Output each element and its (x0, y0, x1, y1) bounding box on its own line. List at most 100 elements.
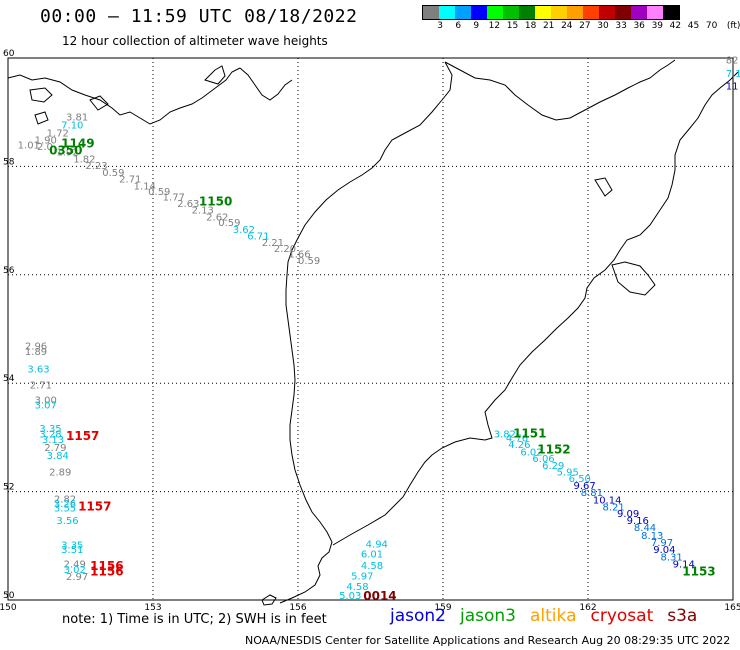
island-6 (611, 261, 656, 296)
kamchatka-coast (279, 61, 453, 604)
legend-label: 3 (437, 21, 443, 31)
wave-height-label: 0.59 (218, 218, 240, 229)
legend-swatch (455, 6, 471, 19)
footnote: note: 1) Time is in UTC; 2) SWH is in fe… (62, 612, 327, 627)
legend-swatch (631, 6, 647, 19)
legend-labels: 3 6 9 12 15 18 21 24 27 30 33 36 39 42 45 70 (ft) (422, 20, 740, 34)
legend-label: 39 (651, 21, 664, 31)
lon-tick-label: 156 (289, 603, 306, 613)
map-frame (7, 57, 734, 601)
wave-height-label: 2.62 (206, 213, 228, 224)
legend-label: 24 (561, 21, 573, 31)
wave-height-label: 3.13 (42, 435, 64, 446)
legend-swatch (599, 6, 615, 19)
wave-height-label: 4.26 (508, 440, 530, 451)
pass-time-label: 1156 (90, 559, 123, 573)
credit-line: NOAA/NESDIS Center for Satellite Applica… (245, 634, 731, 647)
wave-height-label: 0.59 (102, 168, 124, 179)
wave-height-label: 2.21 (262, 238, 284, 249)
wave-height-label: 9.04 (653, 545, 675, 556)
wave-height-label: 3.51 (61, 545, 83, 556)
lon-tick-label: 162 (579, 603, 596, 613)
wave-height-label: 1.14 (134, 182, 156, 193)
taui-bay-coast (239, 67, 293, 101)
pass-time-label: 0350 (49, 143, 82, 157)
lon-tick-label: 165 (724, 603, 740, 613)
lat-tick-label: 52 (3, 483, 14, 493)
wave-height-label: 3.56 (56, 516, 78, 527)
wave-height-label: 0.59 (148, 187, 170, 198)
legend-label: 30 (597, 21, 609, 31)
legend-swatch (535, 6, 551, 19)
pass-time-label: 0014 (363, 589, 396, 603)
wave-height-label: 6.50 (569, 474, 591, 485)
satellite-name: altika (530, 606, 577, 626)
pass-time-label: 1157 (78, 500, 111, 514)
wave-height-label: 3.82 (494, 429, 516, 440)
wave-height-label: 3.35 (61, 541, 83, 552)
wave-height-label: 9.16 (627, 516, 649, 527)
wave-height-label: 5.97 (351, 571, 373, 582)
wave-height-label: 7.10 (61, 120, 83, 131)
wave-height-label: 1.77 (163, 193, 185, 204)
satellite-name: s3a (667, 606, 698, 626)
wave-height-label: 5.95 (557, 467, 579, 478)
west-coast-north (7, 67, 241, 125)
wave-height-label: 4.94 (366, 539, 388, 550)
wave-height-label: 8.21 (603, 503, 625, 514)
island-5 (261, 594, 277, 606)
wave-height-label: 3.28 (39, 429, 61, 440)
legend-label: 6 (455, 21, 462, 31)
wave-height-label: 2.71 (30, 381, 52, 392)
wave-height-label: 1.92 (56, 148, 78, 159)
pass-time-label: 1151 (513, 426, 546, 440)
pass-time-label: 1156 (90, 565, 123, 579)
map-subtitle: 12 hour collection of altimeter wave hei… (62, 34, 328, 48)
legend-swatch (503, 6, 519, 19)
wave-height-label: 7.1 (726, 69, 740, 80)
wave-height-label: 4.58 (361, 561, 383, 572)
satellite-name: jason2 (390, 606, 446, 626)
wave-height-label: 6.29 (542, 461, 564, 472)
wave-height-label: 1.01 (18, 141, 40, 152)
wave-height-label: 3.02 (64, 565, 86, 576)
legend-unit: (ft) (726, 21, 740, 31)
observations-layer: 3.817.101.721.901.012.0 1.921.822.230.592… (18, 55, 740, 601)
lat-tick-label: 60 (3, 49, 15, 59)
wave-height-label: 6.06 (532, 454, 554, 465)
wave-height-label: 7.97 (651, 538, 673, 549)
wave-height-label: 3.81 (66, 112, 88, 123)
legend-label: 33 (615, 21, 627, 31)
wave-height-label: 8.13 (641, 531, 663, 542)
legend-label: 42 (669, 21, 682, 31)
north-coast (444, 59, 676, 121)
pass-time-label: 1152 (537, 443, 570, 457)
lat-tick-label: 50 (3, 591, 15, 601)
wave-height-label: 3.00 (35, 395, 57, 406)
legend-swatch (471, 6, 487, 19)
pass-time-label: 1153 (682, 565, 715, 579)
wave-height-label: 2.23 (85, 161, 107, 172)
pass-time-label: 1150 (199, 194, 232, 208)
island-2 (29, 87, 53, 103)
lon-tick-label: 159 (434, 603, 451, 613)
wave-height-label: 11 (726, 81, 739, 92)
wave-height-label: 1.72 (47, 129, 69, 140)
legend-swatch (487, 6, 503, 19)
wave-height-label: 1.89 (25, 347, 47, 358)
color-legend: 3 6 9 12 15 18 21 24 27 30 33 36 39 42 45 70 (ft) (422, 5, 740, 34)
lon-tick-label: 153 (144, 603, 161, 613)
legend-swatch (615, 6, 631, 19)
wave-height-label: 2.49 (64, 559, 86, 570)
wave-height-label: 2.13 (192, 206, 214, 217)
legend-label: 27 (579, 21, 591, 31)
lat-tick-label: 56 (3, 266, 15, 276)
legend-swatch (423, 6, 439, 19)
wave-height-label: 2.96 (25, 342, 47, 353)
legend-label: 21 (542, 21, 555, 31)
legend-label: 9 (473, 21, 480, 31)
wave-height-label: 2.20 (274, 244, 296, 255)
satellite-name: cryosat (590, 606, 654, 626)
island-4 (34, 111, 49, 125)
island-3 (89, 95, 109, 111)
